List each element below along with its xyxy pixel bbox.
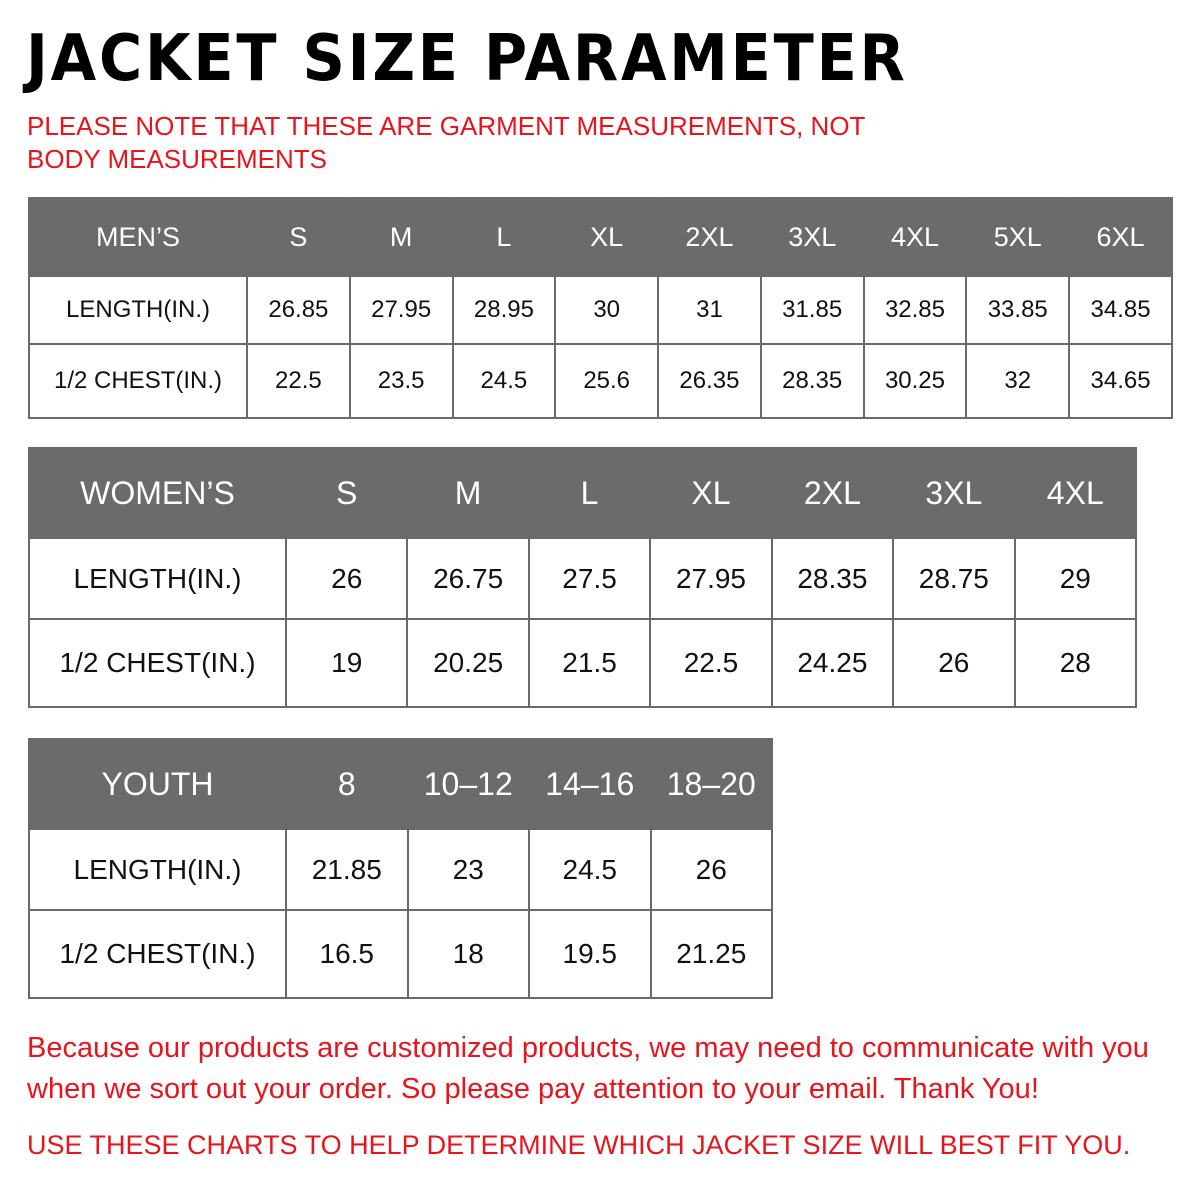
youth-size-table: YOUTH 8 10–12 14–16 18–20 LENGTH(IN.) 21.85 23 2… — [28, 738, 773, 999]
size-header: 10–12 — [406, 738, 530, 830]
measurement-cell: 26.85 — [246, 275, 351, 345]
measurement-cell: 26 — [649, 828, 773, 911]
size-header: M — [406, 447, 530, 539]
half-chest-row: 1/2 CHEST(IN.) 19 20.25 21.5 22.5 24.25 26 28 — [28, 618, 1138, 708]
size-header: S — [284, 447, 409, 539]
category-header: MEN’S — [28, 197, 248, 277]
measurement-cell: 16.5 — [285, 909, 409, 999]
measurement-cell: 24.25 — [770, 618, 895, 708]
size-header: 14–16 — [528, 738, 652, 830]
measurement-cell: 28 — [1013, 618, 1138, 708]
measurement-cell: 24.5 — [451, 343, 557, 419]
measurement-cell: 34.85 — [1068, 275, 1173, 345]
size-header: XL — [649, 447, 773, 539]
size-header: M — [348, 197, 454, 277]
measurement-cell: 23.5 — [348, 343, 454, 419]
size-header: 5XL — [965, 197, 1071, 277]
size-header: 3XL — [892, 447, 1016, 539]
measurement-cell: 21.85 — [285, 828, 409, 911]
measurement-cell: 27.95 — [348, 275, 454, 345]
measurement-note: PLEASE NOTE THAT THESE ARE GARMENT MEASU… — [27, 111, 865, 174]
measurement-cell: 28.95 — [451, 275, 557, 345]
size-header: XL — [554, 197, 660, 277]
measurement-cell: 30.25 — [862, 343, 968, 419]
measurement-cell: 31.85 — [759, 275, 865, 345]
size-header: 2XL — [770, 447, 895, 539]
size-header: 6XL — [1068, 197, 1173, 277]
row-label: 1/2 CHEST(IN.) — [28, 343, 248, 419]
length-row: LENGTH(IN.) 21.85 23 24.5 26 — [28, 828, 773, 911]
measurement-cell: 26 — [892, 618, 1016, 708]
measurement-cell: 19 — [284, 618, 409, 708]
measurement-cell: 27.5 — [527, 537, 652, 620]
measurement-cell: 22.5 — [246, 343, 351, 419]
size-tip: USE THESE CHARTS TO HELP DETERMINE WHICH… — [27, 1130, 1131, 1160]
measurement-cell: 26.35 — [657, 343, 762, 419]
measurement-cell: 21.5 — [527, 618, 652, 708]
row-label: LENGTH(IN.) — [28, 828, 287, 911]
measurement-cell: 29 — [1013, 537, 1138, 620]
row-label: 1/2 CHEST(IN.) — [28, 618, 287, 708]
customization-message: Because our products are customized prod… — [27, 1032, 1149, 1105]
womens-size-table: WOMEN’S S M L XL 2XL 3XL 4XL LENGTH(IN.) 26 26.75 2… — [28, 447, 1138, 708]
measurement-cell: 19.5 — [528, 909, 652, 999]
measurement-cell: 31 — [657, 275, 762, 345]
row-label: 1/2 CHEST(IN.) — [28, 909, 287, 999]
size-header: 18–20 — [649, 738, 773, 830]
size-header: 4XL — [1013, 447, 1138, 539]
category-header: WOMEN’S — [28, 447, 287, 539]
length-row: LENGTH(IN.) 26.85 27.95 28.95 30 31 31.85 32.85… — [28, 275, 1173, 345]
category-header: YOUTH — [28, 738, 287, 830]
measurement-cell: 20.25 — [406, 618, 530, 708]
measurement-cell: 22.5 — [649, 618, 773, 708]
measurement-cell: 18 — [406, 909, 530, 999]
header-row: MEN’S S M L XL 2XL 3XL 4XL 5XL 6XL — [28, 197, 1173, 277]
size-header: 2XL — [657, 197, 762, 277]
size-header: 8 — [285, 738, 409, 830]
measurement-cell: 33.85 — [965, 275, 1071, 345]
measurement-cell: 30 — [554, 275, 660, 345]
measurement-cell: 26.75 — [406, 537, 530, 620]
half-chest-row: 1/2 CHEST(IN.) 22.5 23.5 24.5 25.6 26.35 28.35… — [28, 343, 1173, 419]
measurement-cell: 28.35 — [759, 343, 865, 419]
measurement-cell: 27.95 — [649, 537, 773, 620]
measurement-cell: 32 — [965, 343, 1071, 419]
page-title: JACKET SIZE PARAMETER — [26, 22, 908, 96]
half-chest-row: 1/2 CHEST(IN.) 16.5 18 19.5 21.25 — [28, 909, 773, 999]
measurement-cell: 28.35 — [770, 537, 895, 620]
mens-size-table: MEN’S S M L XL 2XL 3XL 4XL 5XL 6XL LENGTH(IN.) 26.8… — [28, 197, 1173, 419]
measurement-cell: 34.65 — [1068, 343, 1173, 419]
measurement-cell: 28.75 — [892, 537, 1016, 620]
size-header: S — [246, 197, 351, 277]
row-label: LENGTH(IN.) — [28, 537, 287, 620]
size-header: L — [451, 197, 557, 277]
measurement-cell: 23 — [406, 828, 530, 911]
measurement-cell: 26 — [284, 537, 409, 620]
measurement-cell: 21.25 — [649, 909, 773, 999]
header-row: WOMEN’S S M L XL 2XL 3XL 4XL — [28, 447, 1138, 539]
size-header: 4XL — [862, 197, 968, 277]
size-header: L — [527, 447, 652, 539]
size-header: 3XL — [759, 197, 865, 277]
header-row: YOUTH 8 10–12 14–16 18–20 — [28, 738, 773, 830]
measurement-cell: 32.85 — [862, 275, 968, 345]
length-row: LENGTH(IN.) 26 26.75 27.5 27.95 28.35 28.75 29 — [28, 537, 1138, 620]
measurement-cell: 24.5 — [528, 828, 652, 911]
measurement-cell: 25.6 — [554, 343, 660, 419]
row-label: LENGTH(IN.) — [28, 275, 248, 345]
